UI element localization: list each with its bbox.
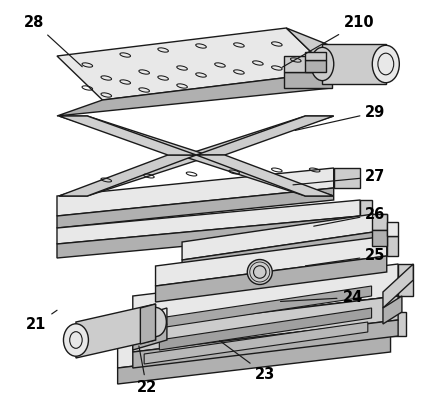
Polygon shape	[59, 116, 333, 196]
Ellipse shape	[310, 47, 333, 81]
Polygon shape	[333, 168, 360, 188]
Text: 28: 28	[24, 15, 82, 67]
Polygon shape	[117, 336, 390, 384]
Polygon shape	[57, 28, 331, 100]
Text: 23: 23	[219, 341, 275, 382]
Text: 24: 24	[280, 290, 362, 305]
Polygon shape	[132, 320, 397, 368]
Ellipse shape	[145, 307, 166, 337]
Text: 29: 29	[294, 105, 385, 131]
Polygon shape	[57, 168, 333, 216]
Polygon shape	[132, 296, 397, 352]
Polygon shape	[304, 52, 325, 60]
Ellipse shape	[64, 324, 88, 356]
Polygon shape	[284, 56, 331, 72]
Ellipse shape	[371, 45, 399, 83]
Polygon shape	[155, 236, 386, 286]
Polygon shape	[371, 214, 386, 230]
Polygon shape	[132, 296, 397, 344]
Polygon shape	[57, 72, 331, 116]
Polygon shape	[196, 116, 333, 155]
Text: 26: 26	[313, 207, 385, 226]
Polygon shape	[286, 28, 356, 72]
Polygon shape	[144, 322, 367, 364]
Polygon shape	[386, 236, 397, 256]
Polygon shape	[159, 286, 371, 328]
Polygon shape	[182, 214, 373, 260]
Polygon shape	[321, 44, 385, 84]
Polygon shape	[59, 116, 333, 196]
Polygon shape	[159, 308, 371, 350]
Polygon shape	[76, 304, 155, 358]
Polygon shape	[57, 188, 333, 228]
Polygon shape	[304, 60, 325, 72]
Polygon shape	[182, 232, 373, 276]
Polygon shape	[132, 324, 166, 350]
Text: 210: 210	[282, 15, 373, 67]
Text: 27: 27	[292, 169, 385, 185]
Polygon shape	[382, 264, 412, 308]
Polygon shape	[117, 312, 390, 368]
Polygon shape	[140, 304, 155, 344]
Polygon shape	[155, 256, 386, 302]
Polygon shape	[59, 116, 196, 155]
Polygon shape	[360, 200, 371, 216]
Polygon shape	[371, 230, 386, 246]
Polygon shape	[390, 312, 405, 336]
Polygon shape	[397, 264, 412, 296]
Text: 21: 21	[26, 310, 57, 332]
Polygon shape	[386, 222, 397, 236]
Polygon shape	[196, 155, 333, 196]
Text: 25: 25	[305, 248, 385, 266]
Polygon shape	[132, 264, 397, 328]
Polygon shape	[57, 200, 360, 244]
Polygon shape	[382, 296, 401, 324]
Polygon shape	[132, 308, 166, 334]
Ellipse shape	[247, 260, 272, 285]
Polygon shape	[59, 155, 196, 196]
Polygon shape	[284, 72, 331, 88]
Polygon shape	[57, 216, 360, 258]
Polygon shape	[373, 214, 386, 232]
Text: 22: 22	[136, 346, 156, 395]
